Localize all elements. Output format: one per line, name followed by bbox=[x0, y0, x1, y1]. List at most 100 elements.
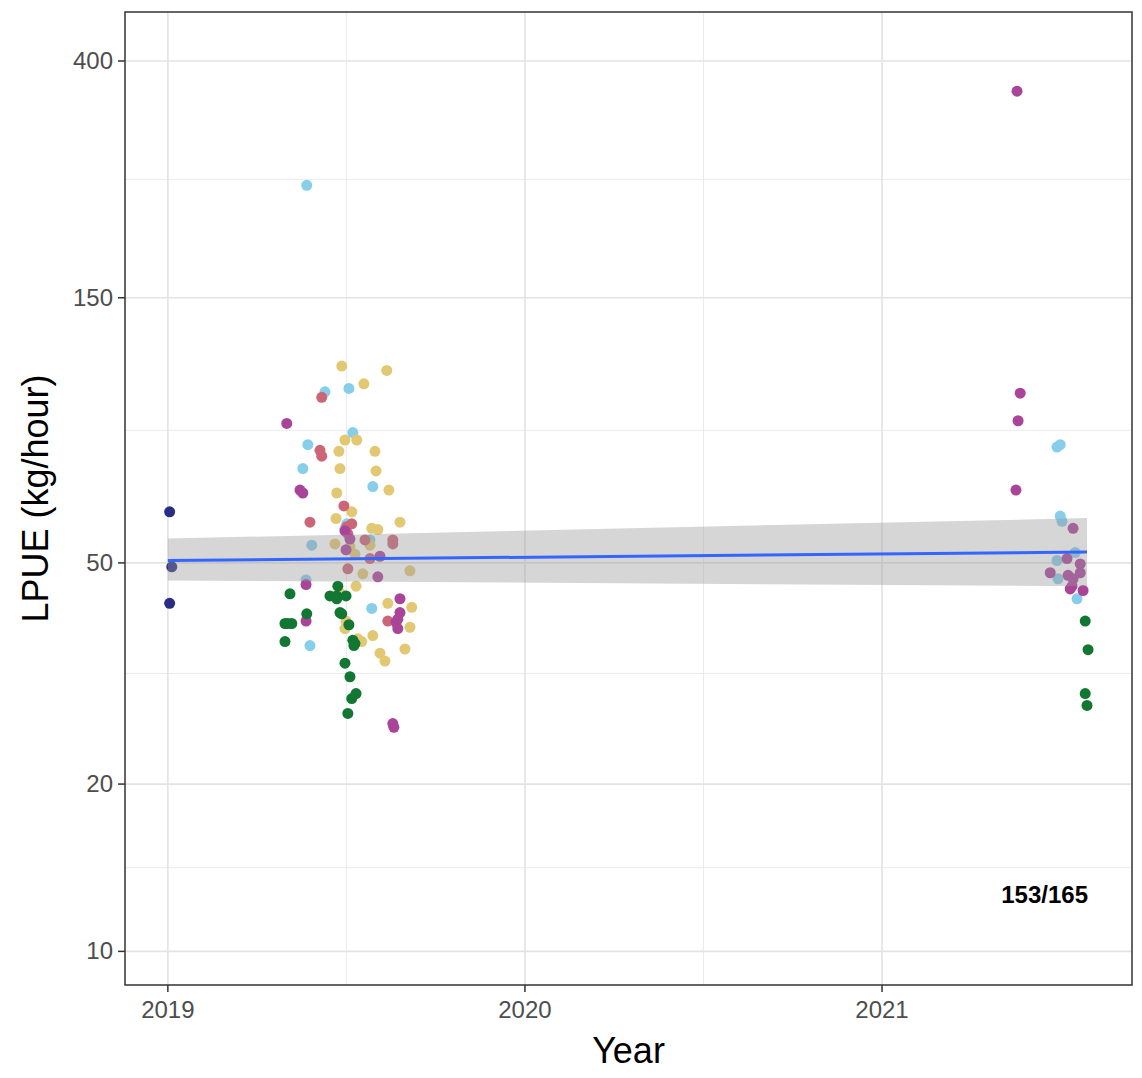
point bbox=[348, 640, 359, 651]
point bbox=[406, 602, 417, 613]
minor-grid-line bbox=[346, 12, 347, 985]
point bbox=[343, 619, 354, 630]
point bbox=[339, 658, 350, 669]
point bbox=[332, 581, 343, 592]
point bbox=[316, 451, 327, 462]
plot-frame bbox=[125, 12, 1132, 985]
minor-grid-line bbox=[125, 430, 1132, 431]
confidence-band bbox=[168, 518, 1087, 586]
tick bbox=[118, 783, 125, 785]
tick bbox=[524, 985, 526, 992]
point bbox=[388, 722, 399, 733]
minor-grid-line bbox=[125, 867, 1132, 868]
point bbox=[1078, 585, 1089, 596]
minor-grid-line bbox=[125, 179, 1132, 180]
point bbox=[392, 614, 403, 625]
tick-label: 150 bbox=[73, 284, 113, 311]
grid-line bbox=[125, 297, 1132, 299]
point bbox=[1013, 415, 1024, 426]
point bbox=[301, 608, 312, 619]
tick bbox=[118, 60, 125, 62]
x-axis-title: Year bbox=[592, 1030, 665, 1071]
point bbox=[334, 463, 345, 474]
point bbox=[366, 603, 377, 614]
point bbox=[284, 588, 295, 599]
point bbox=[281, 418, 292, 429]
grid-line bbox=[125, 783, 1132, 785]
grid-line bbox=[524, 12, 526, 985]
tick-label: 400 bbox=[73, 47, 113, 74]
point bbox=[394, 593, 405, 604]
tick bbox=[118, 951, 125, 953]
point bbox=[1010, 485, 1021, 496]
y-axis-title: LPUE (kg/hour) bbox=[15, 374, 56, 622]
point bbox=[1082, 700, 1093, 711]
point bbox=[331, 513, 342, 524]
point bbox=[351, 434, 362, 445]
point bbox=[286, 618, 297, 629]
minor-grid-line bbox=[125, 673, 1132, 674]
point bbox=[342, 708, 353, 719]
grid-line bbox=[125, 951, 1132, 953]
point bbox=[351, 688, 362, 699]
point bbox=[343, 383, 354, 394]
annotation: 153/165 bbox=[1001, 881, 1088, 908]
point bbox=[297, 463, 308, 474]
point bbox=[394, 517, 405, 528]
point bbox=[333, 446, 344, 457]
point bbox=[1012, 86, 1023, 97]
tick-label: 20 bbox=[86, 770, 113, 797]
background bbox=[0, 0, 1142, 1078]
point bbox=[404, 622, 415, 633]
point bbox=[367, 630, 378, 641]
point bbox=[381, 365, 392, 376]
point bbox=[297, 487, 308, 498]
point bbox=[399, 644, 410, 655]
axes: 10 20 50 150 400 2019 2020 2021 bbox=[73, 47, 909, 1023]
point bbox=[382, 598, 393, 609]
point bbox=[164, 598, 175, 609]
point bbox=[1055, 439, 1066, 450]
tick-label: 2019 bbox=[141, 996, 194, 1023]
point bbox=[371, 465, 382, 476]
point bbox=[1083, 644, 1094, 655]
tick bbox=[118, 562, 125, 564]
point bbox=[331, 593, 342, 604]
point bbox=[383, 485, 394, 496]
point bbox=[344, 671, 355, 682]
point bbox=[279, 636, 290, 647]
grid-line bbox=[881, 12, 883, 985]
point bbox=[369, 446, 380, 457]
point bbox=[1080, 616, 1091, 627]
tick-label: 50 bbox=[86, 549, 113, 576]
marks bbox=[164, 86, 1093, 733]
point bbox=[372, 524, 383, 535]
point bbox=[304, 517, 315, 528]
point bbox=[339, 434, 350, 445]
grid-line bbox=[125, 60, 1132, 62]
point bbox=[164, 506, 175, 517]
point bbox=[1080, 688, 1091, 699]
point bbox=[358, 378, 369, 389]
grid-line bbox=[167, 12, 169, 985]
point bbox=[304, 640, 315, 651]
tick-label: 10 bbox=[86, 937, 113, 964]
point bbox=[316, 392, 327, 403]
point bbox=[351, 581, 362, 592]
point bbox=[302, 439, 313, 450]
tick bbox=[881, 985, 883, 992]
tick-label: 2020 bbox=[498, 996, 551, 1023]
point bbox=[1015, 388, 1026, 399]
point bbox=[379, 656, 390, 667]
point bbox=[338, 500, 349, 511]
point bbox=[336, 608, 347, 619]
tick-label: 2021 bbox=[855, 996, 908, 1023]
tick bbox=[118, 297, 125, 299]
tick bbox=[167, 985, 169, 992]
trend-line bbox=[168, 552, 1087, 560]
point bbox=[341, 590, 352, 601]
point bbox=[301, 180, 312, 191]
grid bbox=[125, 12, 1132, 985]
minor-grid-line bbox=[703, 12, 704, 985]
point bbox=[367, 481, 378, 492]
